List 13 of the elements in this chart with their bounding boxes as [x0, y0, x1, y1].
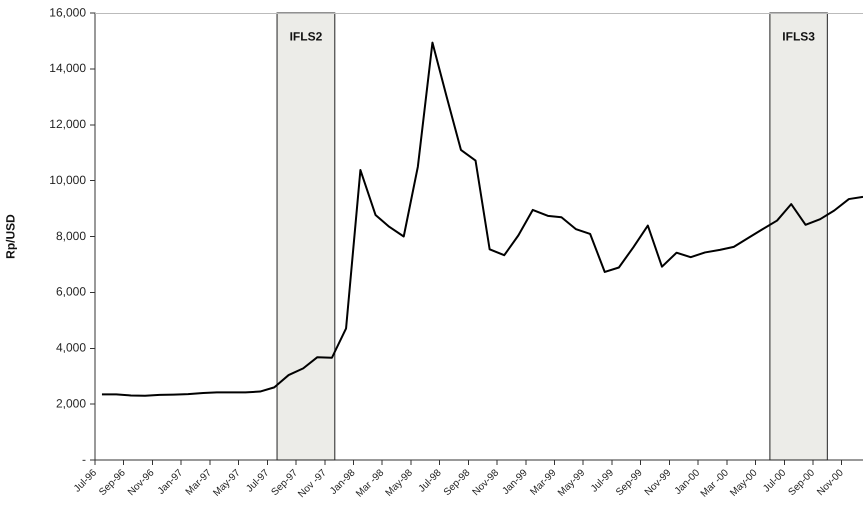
y-tick-label: 6,000 [56, 284, 86, 299]
y-tick-label: 16,000 [49, 5, 86, 20]
y-axis-title: Rp/USD [4, 214, 18, 259]
y-tick-label: 14,000 [49, 61, 86, 76]
y-tick-label: 2,000 [56, 396, 86, 410]
y-tick-label: 8,000 [56, 228, 86, 243]
band-label: IFLS3 [782, 29, 816, 44]
y-tick-label: 4,000 [56, 340, 86, 355]
y-tick-label: - [82, 452, 86, 466]
x-tick-label: Nov -97 [296, 467, 330, 500]
band-label: IFLS2 [290, 29, 323, 44]
y-tick-label: 10,000 [49, 172, 86, 187]
y-tick-label: 12,000 [49, 117, 86, 132]
